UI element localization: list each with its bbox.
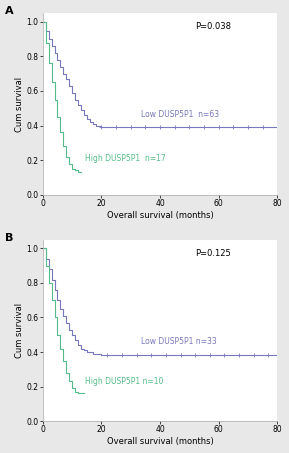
Y-axis label: Cum survival: Cum survival (15, 77, 24, 131)
X-axis label: Overall survival (months): Overall survival (months) (107, 211, 213, 220)
Text: A: A (5, 6, 14, 16)
Text: P=0.125: P=0.125 (195, 249, 231, 258)
Text: Low DUSP5P1  n=63: Low DUSP5P1 n=63 (141, 111, 219, 119)
Text: High DUSP5P1 n=10: High DUSP5P1 n=10 (85, 377, 163, 386)
Text: B: B (5, 232, 14, 242)
Text: High DUSP5P1  n=17: High DUSP5P1 n=17 (85, 154, 166, 163)
Y-axis label: Cum survival: Cum survival (15, 303, 24, 358)
Text: Low DUSP5P1 n=33: Low DUSP5P1 n=33 (141, 337, 217, 346)
X-axis label: Overall survival (months): Overall survival (months) (107, 437, 213, 446)
Text: P=0.038: P=0.038 (195, 22, 231, 31)
